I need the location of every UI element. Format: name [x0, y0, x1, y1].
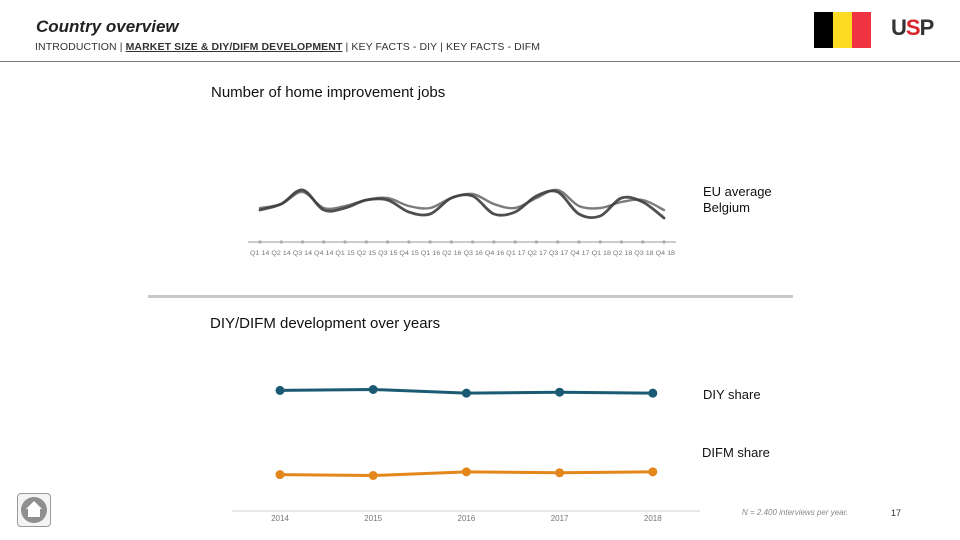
belgium-flag	[814, 12, 871, 48]
page-title: Country overview	[36, 17, 179, 36]
chart1-axis-tick	[322, 240, 326, 244]
legend-belgium: Belgium	[703, 200, 750, 215]
chart2-point-diy	[461, 388, 471, 398]
chart1-axis-tick	[407, 240, 411, 244]
nav-separator: |	[437, 41, 446, 53]
flag-stripe-black	[814, 12, 833, 48]
nav-key-facts-difm[interactable]: KEY FACTS - DIFM	[445, 41, 541, 53]
chart1-series-line-belgium	[258, 188, 666, 220]
chart1-legend: EU average Belgium	[703, 184, 772, 216]
chart2-point-diy	[555, 387, 565, 397]
chart1-axis-tick	[300, 240, 305, 244]
chart1-axis-tick	[428, 240, 432, 244]
chart1-axis-tick	[364, 240, 368, 244]
home-icon[interactable]	[17, 493, 51, 527]
chart1-title: Number of home improvement jobs	[211, 84, 446, 101]
chart1-axis-tick	[471, 240, 475, 244]
chart1-axis-tick	[385, 240, 390, 244]
chart1-tick-labels: Q1 14 Q2 14 Q3 14 Q4 14 Q1 15 Q2 15 Q3 1…	[250, 250, 675, 257]
nav-key-facts-diy[interactable]: KEY FACTS - DIY	[351, 41, 438, 53]
nav-market-size[interactable]: MARKET SIZE & DIY/DIFM DEVELOPMENT	[125, 41, 343, 53]
chart1-axis-tick	[556, 240, 560, 244]
chart1-axis-tick	[513, 240, 517, 244]
chart2-title: DIY/DIFM development over years	[210, 315, 441, 332]
chart2-point-diy	[648, 388, 658, 398]
chart1-axis-tick	[619, 240, 624, 244]
chart1-axis-tick	[641, 240, 645, 244]
chart1-axis-tick	[258, 240, 262, 244]
section-divider	[148, 295, 793, 298]
chart2-tick-label: 2014	[271, 514, 289, 523]
chart2-point-difm	[368, 471, 378, 481]
legend-diy-share: DIY share	[703, 387, 761, 402]
chart2-point-difm	[275, 470, 285, 480]
chart2-point-difm	[648, 467, 658, 477]
chart2-tick-label: 2017	[551, 514, 569, 523]
page-number: 17	[891, 508, 902, 518]
chart2-point-difm	[555, 468, 565, 478]
chart2-tick-label: 2016	[458, 514, 476, 523]
nav-separator: |	[342, 41, 352, 53]
legend-eu-average: EU average	[703, 184, 772, 199]
chart1-axis-tick	[598, 240, 602, 244]
header-divider	[0, 61, 960, 62]
chart1-axis-tick	[662, 240, 666, 244]
breadcrumb-nav: INTRODUCTION | MARKET SIZE & DIY/DIFM DE…	[35, 41, 540, 53]
chart1-axis-tick	[492, 240, 496, 244]
chart1-axis-tick	[279, 240, 283, 244]
flag-stripe-red	[852, 12, 871, 48]
nav-introduction[interactable]: INTRODUCTION	[35, 41, 117, 53]
flag-stripe-yellow	[833, 12, 852, 48]
legend-difm-share: DIFM share	[702, 445, 770, 460]
chart2-point-diy	[368, 384, 378, 394]
chart1-axis-tick	[449, 240, 453, 244]
chart1-axis-tick	[343, 240, 347, 244]
sample-size-note: N = 2.400 interviews per year.	[742, 508, 849, 517]
chart2-point-diy	[275, 385, 285, 395]
chart2-point-difm	[461, 467, 471, 477]
chart2-tick-label: 2015	[364, 514, 382, 523]
chart1-axis-tick	[534, 240, 539, 244]
chart1-axis-tick	[577, 240, 581, 244]
usp-logo: USP	[891, 15, 934, 40]
chart2-tick-label: 2018	[644, 514, 662, 523]
nav-separator: |	[116, 41, 126, 53]
